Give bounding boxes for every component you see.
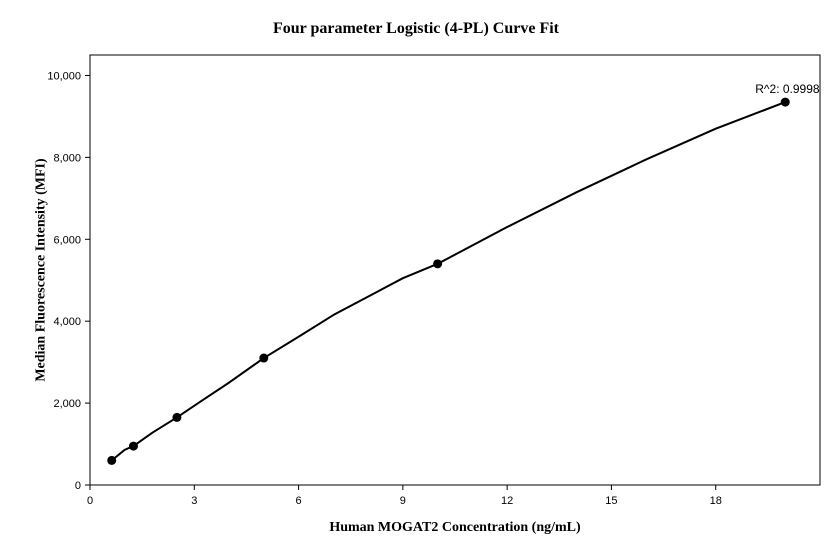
svg-text:12: 12 <box>501 495 513 507</box>
data-point <box>781 98 790 107</box>
data-point <box>433 259 442 268</box>
svg-text:0: 0 <box>75 480 81 492</box>
svg-text:8,000: 8,000 <box>53 152 81 164</box>
chart-container: Four parameter Logistic (4-PL) Curve Fit… <box>0 0 832 560</box>
data-point <box>259 354 268 363</box>
svg-text:4,000: 4,000 <box>53 316 81 328</box>
svg-text:3: 3 <box>191 495 197 507</box>
data-point <box>129 442 138 451</box>
fit-curve <box>112 102 786 460</box>
svg-text:10,000: 10,000 <box>47 70 81 82</box>
svg-text:15: 15 <box>605 495 617 507</box>
svg-text:0: 0 <box>87 495 93 507</box>
svg-text:6,000: 6,000 <box>53 234 81 246</box>
svg-text:18: 18 <box>710 495 722 507</box>
data-point <box>172 413 181 422</box>
plot-svg: 0 3 6 9 12 15 18 0 2,000 4,000 6,000 8,000 10,000 <box>0 0 832 560</box>
svg-text:2,000: 2,000 <box>53 398 81 410</box>
svg-text:6: 6 <box>296 495 302 507</box>
svg-text:9: 9 <box>400 495 406 507</box>
data-point <box>107 456 116 465</box>
